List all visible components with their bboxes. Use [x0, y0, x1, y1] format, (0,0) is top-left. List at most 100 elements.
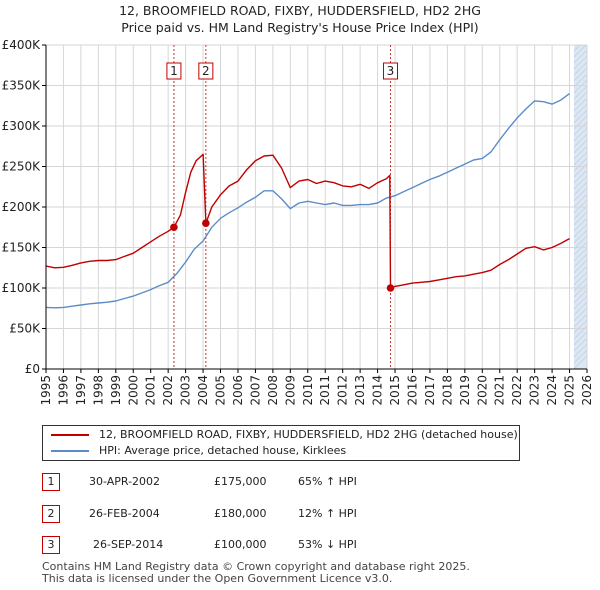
future-shade-hatch	[573, 127, 588, 142]
price-paid-series-line	[45, 153, 570, 289]
future-shade-hatch	[573, 199, 588, 214]
sale-hpi-comparison: 53% ↓ HPI	[298, 538, 357, 551]
future-shade-hatch	[573, 259, 588, 274]
y-tick-label: £150K	[2, 241, 42, 255]
chart-title-line-2: Price paid vs. HM Land Registry's House …	[121, 20, 479, 35]
legend: 12, BROOMFIELD ROAD, FIXBY, HUDDERSFIELD…	[42, 425, 520, 461]
future-shade-hatch	[573, 187, 588, 202]
future-shade-hatch	[573, 193, 588, 208]
y-tick-label: £300K	[2, 119, 42, 133]
future-shade-hatch	[573, 223, 588, 238]
future-shade-hatch	[573, 355, 588, 369]
x-tick-label: 2023	[528, 375, 542, 406]
future-shade-hatch	[573, 103, 588, 118]
sale-number-badge: 1	[42, 473, 60, 491]
footer: Contains HM Land Registry data © Crown c…	[42, 561, 470, 585]
y-tick-label: £400K	[2, 38, 42, 52]
x-tick-label: 2001	[144, 375, 158, 406]
sale-point	[386, 284, 395, 292]
future-shade-hatch	[573, 49, 588, 64]
sale-label-box	[382, 62, 398, 80]
future-shade-hatch	[573, 211, 588, 226]
x-tick-label: 2020	[475, 375, 489, 406]
future-shade-hatch	[573, 157, 588, 172]
future-shade-hatch	[573, 337, 588, 352]
future-shade-hatch	[573, 313, 588, 328]
y-tick-label: £250K	[2, 160, 42, 174]
sale-price: £175,000	[214, 475, 267, 488]
sale-price: £100,000	[214, 538, 267, 551]
future-shade-hatch	[573, 289, 588, 304]
future-shade-hatch	[573, 349, 588, 364]
future-shade-hatch	[573, 45, 587, 58]
future-shade-hatch	[573, 133, 588, 148]
future-shade-hatch	[573, 79, 588, 94]
footer-copyright: Contains HM Land Registry data © Crown c…	[42, 560, 470, 573]
future-shade-hatch	[573, 151, 588, 166]
future-shade-hatch	[573, 109, 588, 124]
future-shade-hatch	[573, 45, 581, 52]
x-tick-label: 2025	[563, 375, 577, 406]
x-tick-label: 2008	[266, 375, 280, 406]
x-tick-label: 2021	[493, 375, 507, 406]
x-tick-label: 1998	[91, 375, 105, 406]
x-tick-label: 1996	[56, 375, 70, 406]
x-tick-label: 2022	[510, 375, 524, 406]
sale-label-box	[198, 62, 214, 80]
future-shade-hatch	[573, 115, 588, 130]
price-chart: 1 2 3 £0 £50K £100K £150K £200K £250K £300K £350K…	[2, 38, 594, 406]
future-shade-hatch	[573, 145, 588, 160]
future-shade-hatch	[573, 55, 588, 70]
future-shade-hatch	[573, 283, 588, 298]
sale-date: 26-FEB-2004	[89, 507, 160, 520]
future-shade-hatch	[573, 175, 588, 190]
future-shade-hatch	[573, 295, 588, 310]
sale-number-badge: 2	[42, 505, 60, 523]
legend-item-hpi: HPI: Average price, detached house, Kirk…	[51, 443, 346, 459]
x-tick-label: 2006	[231, 375, 245, 406]
sale-date: 26-SEP-2014	[93, 538, 164, 551]
x-tick-label: 2014	[371, 375, 385, 406]
future-shade-hatch	[573, 67, 588, 82]
future-shade-hatch	[573, 235, 588, 250]
legend-label-price: 12, BROOMFIELD ROAD, FIXBY, HUDDERSFIELD…	[99, 428, 518, 441]
x-tick-label: 1999	[109, 375, 123, 406]
future-shade-hatch	[573, 343, 588, 358]
future-shade-hatch	[573, 253, 588, 268]
future-shade-hatch	[573, 271, 588, 286]
sale-label-number: 3	[387, 64, 395, 78]
x-tick-label: 2010	[301, 375, 315, 406]
x-tick-label: 2015	[388, 375, 402, 406]
x-tick-label: 2002	[161, 375, 175, 406]
x-tick-label: 2000	[126, 375, 140, 406]
future-shade-hatch	[573, 205, 588, 220]
legend-item-price: 12, BROOMFIELD ROAD, FIXBY, HUDDERSFIELD…	[51, 427, 518, 443]
future-shade-hatch	[573, 139, 588, 154]
y-tick-label: £200K	[2, 200, 42, 214]
y-tick-label: £50K	[9, 322, 41, 336]
legend-swatch-hpi	[51, 450, 89, 452]
x-tick-label: 2003	[179, 375, 193, 406]
future-shade-hatch	[573, 247, 588, 262]
x-tick-label: 2018	[440, 375, 454, 406]
legend-swatch-price	[51, 434, 89, 436]
x-tick-label: 2004	[196, 375, 210, 406]
future-shade-hatch	[573, 331, 588, 346]
x-tick-label: 2005	[214, 375, 228, 406]
y-tick-label: £100K	[2, 281, 42, 295]
sale-label-number: 1	[170, 64, 178, 78]
sale-number-badge: 3	[42, 536, 60, 554]
chart-title: 12, BROOMFIELD ROAD, FIXBY, HUDDERSFIELD…	[0, 2, 600, 36]
sale-price: £180,000	[214, 507, 267, 520]
chart-title-line-1: 12, BROOMFIELD ROAD, FIXBY, HUDDERSFIELD…	[119, 3, 481, 18]
future-shade-hatch	[573, 91, 588, 106]
future-shade-hatch	[573, 121, 588, 136]
future-shade-hatch	[573, 169, 588, 184]
legend-label-hpi: HPI: Average price, detached house, Kirk…	[99, 444, 347, 457]
hpi-series-line	[45, 93, 570, 309]
x-tick-label: 2013	[353, 375, 367, 406]
future-shade-hatch	[573, 319, 588, 334]
x-tick-label: 1997	[74, 375, 88, 406]
sale-date: 30-APR-2002	[89, 475, 161, 488]
future-shade-hatch	[573, 181, 588, 196]
